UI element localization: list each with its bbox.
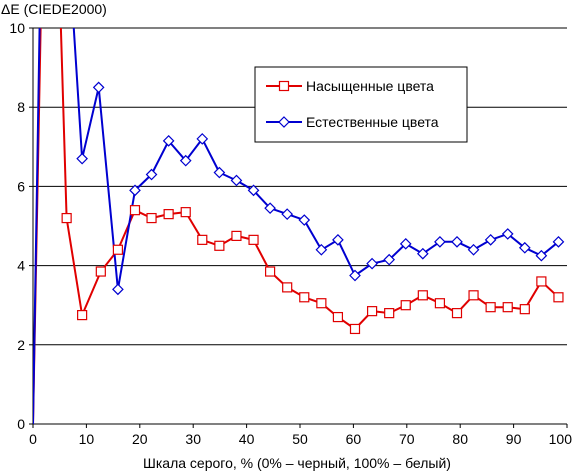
data-point-square — [366, 306, 378, 317]
data-point-diamond — [145, 168, 158, 181]
data-point-square — [214, 240, 225, 251]
data-point-diamond — [230, 174, 243, 187]
data-point-diamond — [451, 235, 463, 248]
data-point-square — [197, 234, 208, 245]
data-point-square — [95, 266, 106, 277]
data-point-diamond — [467, 243, 480, 256]
y-tick-label: 10 — [9, 20, 25, 36]
data-point-diamond — [399, 237, 412, 250]
y-tick-label: 0 — [17, 416, 25, 432]
data-point-diamond — [535, 249, 548, 262]
data-point-square — [146, 212, 157, 224]
data-point-diamond — [434, 235, 446, 248]
data-point-square — [61, 212, 72, 224]
data-point-diamond — [129, 184, 141, 197]
x-tick-label: 40 — [239, 431, 255, 447]
series-line-1 — [33, 28, 560, 424]
legend-label-series-1: Естественные цвета — [306, 114, 439, 130]
data-point-square — [129, 205, 141, 216]
series-layer — [33, 28, 560, 424]
data-point-diamond — [112, 283, 124, 296]
x-tick-label: 30 — [185, 431, 201, 447]
data-point-square — [502, 302, 513, 313]
data-point-square — [180, 207, 191, 218]
data-point-diamond — [416, 247, 429, 260]
data-point-diamond — [366, 257, 378, 270]
data-point-square — [468, 290, 479, 301]
series-line-0 — [33, 28, 560, 424]
data-point-square — [231, 230, 242, 241]
y-axis-title: ΔE (CIEDE2000) — [1, 1, 107, 17]
data-point-square — [299, 292, 310, 303]
y-tick-label: 4 — [17, 258, 25, 274]
y-tick-labels: 0 2 4 6 8 10 — [9, 20, 33, 432]
data-point-diamond — [315, 243, 328, 256]
data-point-square — [264, 266, 276, 277]
data-point-diamond — [92, 81, 105, 94]
x-tick-label: 10 — [79, 431, 95, 447]
legend-label-series-0: Насыщенные цвета — [306, 78, 434, 94]
legend-diamond-marker — [278, 116, 290, 128]
data-point-diamond — [552, 235, 565, 248]
data-point-square — [553, 292, 564, 303]
data-point-square — [400, 300, 411, 311]
data-point-square — [485, 302, 496, 313]
legend-item-series-0: Насыщенные цвета — [266, 78, 434, 94]
data-point-square — [316, 298, 327, 309]
x-tick-label: 100 — [549, 431, 573, 447]
x-tick-label: 70 — [399, 431, 415, 447]
data-point-diamond — [162, 135, 175, 147]
x-tick-label: 90 — [506, 431, 522, 447]
x-tick-label: 20 — [132, 431, 148, 447]
data-point-diamond — [76, 152, 88, 165]
data-point-diamond — [484, 234, 497, 246]
x-tick-labels: 0 10 20 30 40 50 60 70 80 90 100 — [29, 424, 572, 447]
data-point-square — [163, 209, 174, 220]
data-point-square — [112, 244, 124, 255]
legend-box — [254, 66, 468, 143]
data-point-diamond — [298, 214, 311, 226]
legend-item-series-1: Естественные цвета — [266, 114, 439, 130]
data-point-square — [77, 310, 88, 321]
data-point-square — [434, 298, 446, 309]
data-point-diamond — [518, 241, 531, 254]
markers-layer — [61, 81, 565, 335]
data-point-diamond — [264, 202, 276, 215]
data-point-square — [384, 308, 395, 319]
data-point-square — [451, 308, 463, 319]
x-tick-label: 60 — [346, 431, 362, 447]
data-point-square — [282, 282, 293, 293]
y-tick-label: 8 — [17, 99, 25, 115]
data-point-square — [536, 276, 547, 287]
data-point-diamond — [213, 166, 226, 179]
data-point-diamond — [196, 133, 209, 145]
data-point-diamond — [281, 208, 294, 220]
x-axis-title: Шкала серого, % (0% – черный, 100% – бел… — [143, 455, 451, 471]
x-tick-label: 80 — [452, 431, 468, 447]
data-point-square — [248, 234, 259, 245]
data-point-diamond — [383, 253, 396, 266]
data-point-diamond — [179, 154, 192, 167]
y-tick-label: 2 — [17, 337, 25, 353]
data-point-square — [349, 323, 361, 335]
data-point-diamond — [501, 228, 514, 240]
data-point-diamond — [247, 184, 260, 197]
data-point-square — [519, 304, 530, 315]
legend: Насыщенные цвета Естественные цвета — [254, 66, 468, 143]
data-point-diamond — [332, 234, 344, 246]
x-tick-label: 50 — [292, 431, 308, 447]
x-tick-label: 0 — [29, 431, 37, 447]
y-tick-label: 6 — [17, 178, 25, 194]
data-point-square — [417, 290, 428, 301]
legend-square-marker — [278, 80, 290, 92]
data-point-square — [332, 311, 344, 323]
data-point-diamond — [349, 269, 361, 282]
